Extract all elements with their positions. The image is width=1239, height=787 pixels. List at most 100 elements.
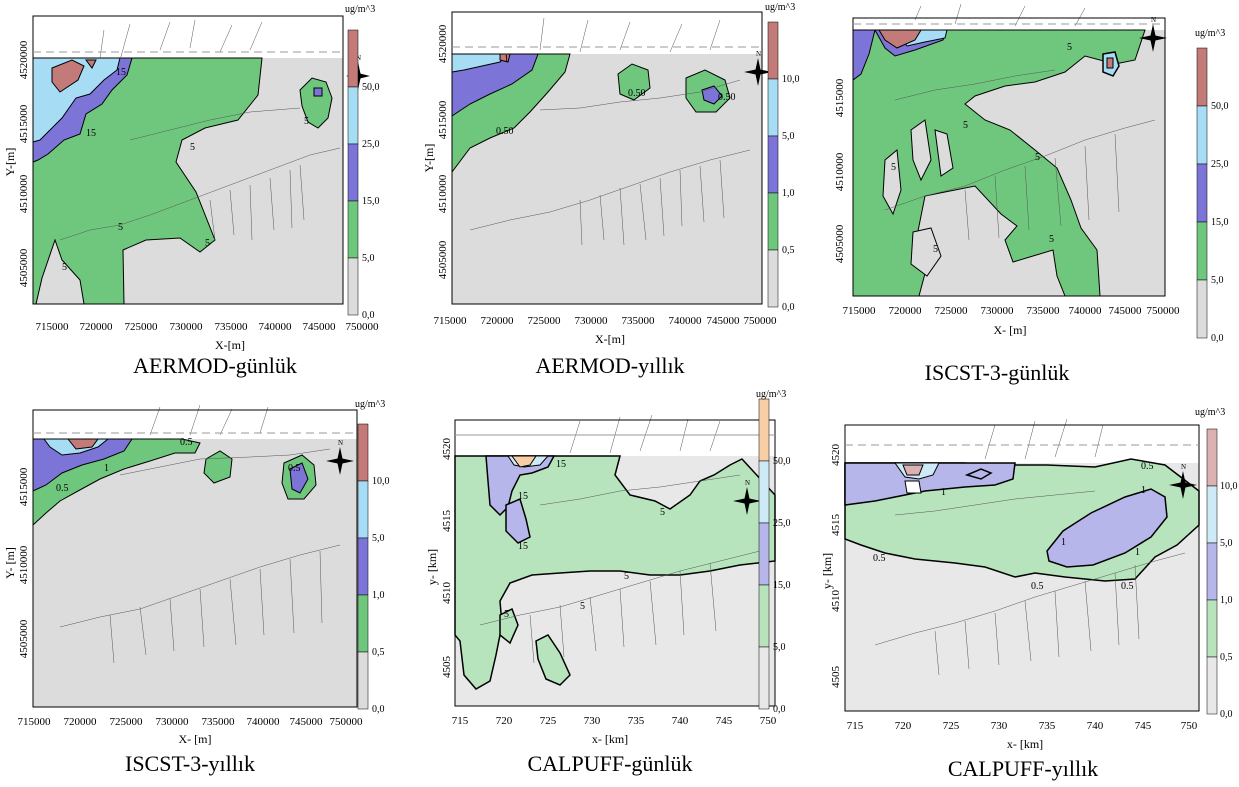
map-top-strip [33, 16, 343, 58]
contour-label: 5 [624, 571, 629, 582]
contour-label: 5 [660, 507, 665, 518]
map-frame [451, 11, 763, 305]
y-tick-label: 4515000 [18, 104, 30, 143]
legend-label: 50,0 [362, 82, 380, 93]
contour-5-island [299, 77, 333, 129]
x-axis-label: X- [m] [179, 732, 212, 746]
x-tick-label: 750000 [346, 321, 380, 333]
x-tick-label: 750 [760, 715, 777, 727]
legend-label: 25,0 [362, 139, 380, 150]
contour-1-small [964, 468, 993, 480]
y-tick-label: 4520000 [18, 40, 30, 79]
x-tick-label: 715000 [18, 716, 52, 728]
legend-colorbar [758, 398, 770, 710]
panel-caption: ISCST-3-yıllık [125, 751, 255, 776]
x-tick-label: 725000 [125, 321, 159, 333]
x-tick-label: 750000 [330, 716, 364, 728]
x-tick-label: 740000 [1069, 305, 1103, 317]
legend-label: 0,5 [782, 245, 795, 256]
legend-label: 25,0 [1211, 159, 1229, 170]
svg-text:N: N [1181, 463, 1186, 471]
north-arrow-icon: N [1169, 463, 1197, 499]
x-tick-label: 715000 [434, 315, 468, 327]
map-frame [32, 15, 344, 305]
contour-label: 5 [205, 238, 210, 249]
legend-label: 0,0 [773, 704, 786, 715]
y-tick-label: 4510000 [437, 174, 449, 213]
x-tick-label: 750 [1181, 720, 1198, 732]
svg-text:N: N [756, 50, 761, 58]
contour-1-island [289, 462, 309, 494]
panel-aermod-yillik: N ug/m^3 10,0 5,0 1,0 0,5 0,0 715000 720… [420, 0, 820, 393]
x-tick-label: 715 [847, 720, 864, 732]
north-arrow-icon: N [733, 479, 761, 515]
y-tick-label: 4515000 [437, 100, 449, 139]
contour-label: 0.5 [56, 483, 69, 494]
legend-label: 15,0 [773, 580, 791, 591]
x-tick-label: 730 [584, 715, 601, 727]
x-tick-label: 735000 [1027, 305, 1061, 317]
contour-hole [904, 480, 922, 494]
x-tick-label: 720000 [481, 315, 515, 327]
panel-caption: ISCST-3-günlük [924, 360, 1070, 385]
legend-colorbar [357, 423, 369, 710]
y-tick-label: 4510 [441, 582, 453, 605]
contour-label: 15 [116, 67, 126, 78]
map-frame [32, 409, 358, 708]
contour-10 [902, 464, 924, 476]
x-tick-label: 715000 [843, 305, 877, 317]
contour-label: 5 [504, 609, 509, 620]
contour-label: 0.5 [1031, 581, 1044, 592]
x-tick-label: 725000 [528, 315, 562, 327]
x-axis-label: X- [m] [994, 323, 1027, 337]
contour-50b [85, 59, 97, 69]
legend-label: 1,0 [782, 188, 795, 199]
map-top-strip [455, 420, 775, 456]
y-tick-label: 4505000 [18, 248, 30, 287]
contour-15 [485, 455, 556, 517]
y-tick-label: 4510 [830, 590, 842, 613]
y-axis-label: y- [km] [820, 553, 834, 589]
x-tick-label: 745 [716, 715, 733, 727]
x-tick-label: 725 [540, 715, 557, 727]
legend-label: 1,0 [1220, 595, 1233, 606]
x-tick-label: 735 [1039, 720, 1056, 732]
contour-15-island [505, 497, 531, 544]
topography-lines [469, 17, 751, 246]
x-tick-label: 740000 [669, 315, 703, 327]
legend-colorbar [1196, 47, 1208, 339]
x-axis-label: X-[m] [595, 332, 625, 346]
legend-label: 50,0 [1211, 101, 1229, 112]
legend-label: 5,0 [372, 533, 385, 544]
panel-caption: CALPUFF-yıllık [947, 756, 1099, 781]
contour-label: 1 [504, 54, 509, 65]
legend-label: 15,0 [362, 196, 380, 207]
contour-label: 1 [1141, 485, 1146, 496]
contour-label: 0.5 [288, 463, 301, 474]
x-tick-label: 725000 [935, 305, 969, 317]
x-tick-label: 735 [628, 715, 645, 727]
contour-50 [878, 29, 922, 49]
panel-iscst3-gunluk: N ug/m^3 50,0 25,0 15,0 5,0 0,0 715000 7… [834, 0, 1239, 393]
topography-lines [884, 3, 1156, 241]
panel-caption: CALPUFF-günlük [527, 751, 693, 776]
x-axis-label: X-[m] [215, 338, 245, 352]
y-tick-label: 4510000 [18, 174, 30, 213]
x-tick-label: 740000 [247, 716, 281, 728]
x-tick-label: 715 [452, 715, 469, 727]
legend-label: 0,0 [1220, 709, 1233, 720]
y-axis-label: y- [km] [425, 549, 439, 585]
y-tick-label: 4510000 [834, 152, 846, 191]
y-tick-label: 4505000 [834, 224, 846, 263]
contour-10 [66, 438, 99, 450]
contour-0.5-island [617, 63, 651, 101]
legend-unit: ug/m^3 [765, 2, 795, 13]
x-tick-label: 730000 [156, 716, 190, 728]
contour-map: N ug/m^3 50,0 25,0 15,0 5,0 0,0 715 720 … [425, 389, 791, 746]
y-axis-label: Y-[m] [3, 148, 17, 177]
contour-50 [51, 59, 85, 93]
legend-label: 0,5 [1220, 652, 1233, 663]
contour-1-island [701, 85, 723, 105]
legend-label: 5,0 [773, 642, 786, 653]
x-tick-label: 730000 [170, 321, 204, 333]
